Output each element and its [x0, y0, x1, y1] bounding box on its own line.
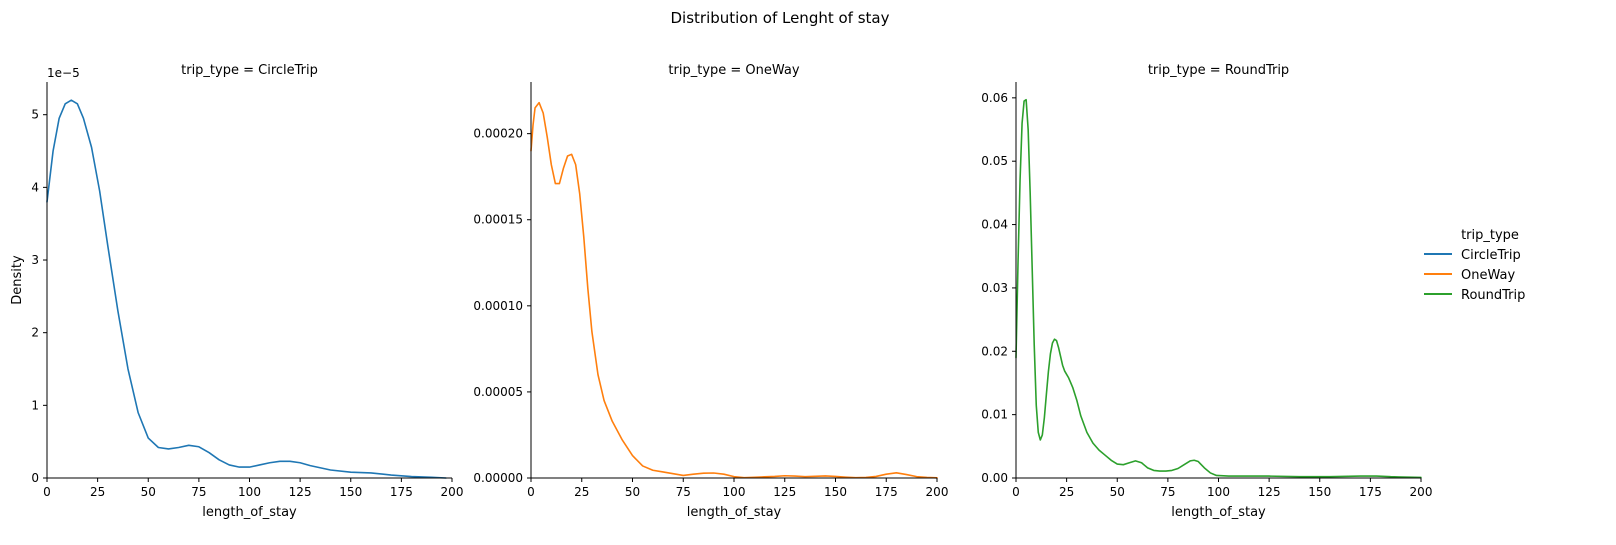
legend: trip_type CircleTrip OneWay RoundTrip	[1424, 228, 1525, 303]
x-tick-label: 25	[574, 485, 589, 499]
x-tick-label: 75	[191, 485, 206, 499]
y-tick-label: 0.00015	[473, 213, 523, 227]
y-tick-label: 0.05	[981, 154, 1008, 168]
x-tick-label: 150	[339, 485, 362, 499]
y-tick-label: 0.00005	[473, 385, 523, 399]
x-tick-label: 100	[238, 485, 261, 499]
y-tick-label: 0.00020	[473, 127, 523, 141]
x-tick-label: 125	[773, 485, 796, 499]
legend-title: trip_type	[1461, 228, 1519, 243]
y-tick-label: 0.01	[981, 408, 1008, 422]
y-tick-label: 0.03	[981, 281, 1008, 295]
series-line-circletrip	[46, 99, 447, 479]
legend-entry-circletrip: CircleTrip	[1424, 248, 1521, 263]
x-axis-label: length_of_stay	[202, 505, 297, 520]
x-tick-label: 25	[1059, 485, 1074, 499]
subplot-title: trip_type = OneWay	[668, 63, 799, 78]
x-tick-label: 125	[289, 485, 312, 499]
x-tick-label: 200	[1410, 485, 1433, 499]
x-tick-label: 175	[390, 485, 413, 499]
x-tick-label: 175	[1359, 485, 1382, 499]
series-line-oneway	[530, 101, 938, 479]
legend-label-circletrip: CircleTrip	[1461, 248, 1521, 263]
legend-label-roundtrip: RoundTrip	[1461, 288, 1525, 303]
x-tick-label: 50	[1110, 485, 1125, 499]
x-tick-label: 100	[723, 485, 746, 499]
x-tick-label: 0	[527, 485, 535, 499]
x-tick-label: 75	[1160, 485, 1175, 499]
chart-panel-roundtrip: trip_type = RoundTrip 0 25 50 75 100 125 150 175…	[981, 63, 1432, 520]
legend-label-oneway: OneWay	[1461, 268, 1515, 283]
y-tick-label: 0.02	[981, 344, 1008, 358]
y-tick-label: 5	[31, 108, 39, 122]
x-tick-label: 75	[676, 485, 691, 499]
y-offset-label: 1e−5	[47, 66, 80, 80]
x-tick-label: 0	[1012, 485, 1020, 499]
x-tick-label: 125	[1258, 485, 1281, 499]
x-axis-label: length_of_stay	[1171, 505, 1266, 520]
figure-title: Distribution of Lenght of stay	[670, 9, 889, 27]
legend-entry-roundtrip: RoundTrip	[1424, 288, 1525, 303]
y-tick-label: 0.06	[981, 91, 1008, 105]
subplot-title: trip_type = RoundTrip	[1148, 63, 1289, 78]
y-tick-label: 0	[31, 471, 39, 485]
x-axis-label: length_of_stay	[687, 505, 782, 520]
subplot-title: trip_type = CircleTrip	[181, 63, 318, 78]
x-tick-label: 175	[875, 485, 898, 499]
x-tick-label: 50	[625, 485, 640, 499]
x-tick-label: 50	[141, 485, 156, 499]
y-tick-label: 0.00	[981, 471, 1008, 485]
y-tick-label: 0.00000	[473, 471, 523, 485]
y-tick-label: 3	[31, 253, 39, 267]
x-tick-label: 200	[441, 485, 464, 499]
y-tick-label: 2	[31, 326, 39, 340]
x-tick-label: 0	[43, 485, 51, 499]
x-tick-label: 200	[926, 485, 949, 499]
y-tick-label: 0.04	[981, 218, 1008, 232]
y-tick-label: 4	[31, 180, 39, 194]
x-tick-label: 150	[824, 485, 847, 499]
y-axis-label: Density	[10, 255, 25, 305]
y-tick-label: 1	[31, 398, 39, 412]
series-line-roundtrip	[1015, 98, 1422, 479]
chart-panel-oneway: trip_type = OneWay 0 25 50 75 100 125 150 175 200…	[473, 63, 948, 520]
x-tick-label: 150	[1308, 485, 1331, 499]
y-tick-label: 0.00010	[473, 299, 523, 313]
x-tick-label: 25	[90, 485, 105, 499]
x-tick-label: 100	[1207, 485, 1230, 499]
legend-entry-oneway: OneWay	[1424, 268, 1515, 283]
